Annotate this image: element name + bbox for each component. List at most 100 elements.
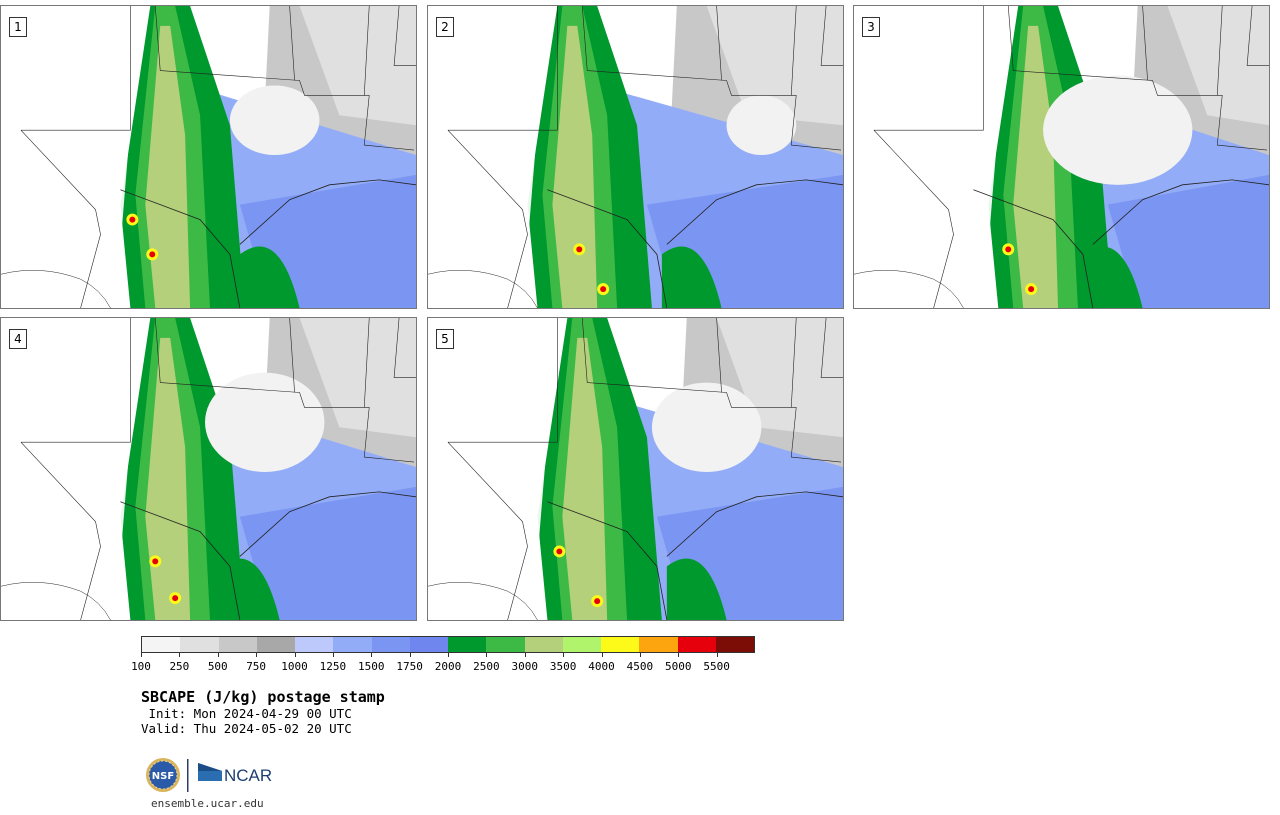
state-border	[716, 6, 843, 96]
colorbar-tick	[601, 653, 603, 657]
extreme-cape-spot	[600, 286, 607, 293]
colorbar-tick	[448, 653, 449, 657]
nsf-logo: NSF	[146, 758, 180, 792]
stable-air-region	[229, 85, 320, 156]
extreme-cape-spot	[576, 246, 583, 253]
colorbar-segment	[333, 637, 372, 652]
colorbar-segment	[639, 637, 678, 652]
state-border	[428, 582, 538, 620]
sbcape-map-4	[1, 318, 416, 620]
low-cape-region	[1167, 6, 1269, 126]
coastline	[120, 501, 241, 620]
colorbar-tick	[371, 653, 373, 657]
dry-land-region	[1, 6, 141, 308]
colorbar-tick-label: 2000	[434, 660, 462, 673]
panel-number-2: 2	[436, 17, 454, 37]
sbcape-colorbar	[141, 636, 755, 653]
high-cape-axis	[1013, 25, 1059, 308]
colorbar-tick-label: 250	[169, 660, 190, 673]
colorbar-segment	[371, 637, 410, 652]
state-border	[1007, 6, 1268, 151]
state-border	[1, 582, 111, 620]
figure-title: SBCAPE (J/kg) postage stamp	[141, 688, 385, 706]
dry-land-region	[428, 6, 548, 308]
colorbar-tick	[141, 653, 142, 657]
colorbar-segment	[142, 637, 181, 652]
state-border	[873, 6, 984, 308]
sbcape-map-2	[428, 6, 843, 308]
colorbar-tick	[486, 653, 488, 657]
low-cape-region	[299, 6, 416, 126]
state-border	[289, 6, 416, 96]
coastline	[239, 491, 416, 557]
panel-number-5: 5	[436, 329, 454, 349]
high-cape-region	[239, 246, 300, 308]
high-cape-region	[666, 558, 727, 620]
colorbar-tick	[678, 653, 680, 657]
colorbar-tick	[256, 653, 258, 657]
postage-stamp-panel-1: 1	[0, 5, 417, 309]
extreme-cape-spot	[172, 595, 179, 602]
high-cape-region	[1082, 246, 1143, 308]
coastline	[973, 189, 1094, 308]
extreme-cape-spot	[152, 558, 159, 565]
dry-land-region	[854, 6, 1009, 308]
colorbar-tick-label: 500	[207, 660, 228, 673]
logos: NSF NCAR	[144, 757, 284, 795]
colorbar-tick-label: 4500	[626, 660, 654, 673]
colorbar-tick	[409, 653, 411, 657]
high-cape-axis	[145, 337, 191, 620]
sbcape-map-3	[854, 6, 1269, 308]
state-border	[581, 6, 842, 151]
coastline	[547, 501, 668, 620]
colorbar-tick-label: 4000	[588, 660, 615, 673]
coastline	[1092, 179, 1269, 245]
extreme-cape-spot	[1028, 286, 1035, 293]
colorbar-tick-label: 750	[246, 660, 267, 673]
colorbar-tick-label: 1750	[396, 660, 423, 673]
state-border	[1, 270, 111, 308]
state-border	[447, 6, 558, 308]
coastline	[666, 179, 843, 245]
state-border	[20, 318, 131, 620]
extreme-cape-spot	[1005, 246, 1012, 253]
colorbar-tick-label: 5000	[665, 660, 692, 673]
colorbar-segment	[256, 637, 295, 652]
site-url: ensemble.ucar.edu	[151, 797, 264, 810]
colorbar-segment	[601, 637, 640, 652]
state-border	[854, 270, 964, 308]
moderate-cape-region	[239, 486, 416, 620]
colorbar-tick-label: 2500	[473, 660, 500, 673]
coastline	[666, 491, 843, 557]
colorbar-tick-label: 3500	[549, 660, 577, 673]
moderate-cape-region	[1107, 174, 1269, 308]
state-border	[154, 318, 415, 463]
colorbar-tick	[716, 653, 718, 657]
high-cape-axis	[145, 25, 191, 308]
colorbar-tick-label: 1500	[358, 660, 385, 673]
extreme-cape-spot	[556, 548, 563, 555]
colorbar-segment	[486, 637, 525, 652]
panel-number-1: 1	[9, 17, 27, 37]
colorbar-tick	[179, 653, 181, 657]
colorbar-tick	[639, 653, 641, 657]
colorbar-segment	[524, 637, 563, 652]
postage-stamp-panel-2: 2	[427, 5, 844, 309]
high-cape-axis	[552, 25, 598, 308]
colorbar-ticks: 100 250 500 750 1000 1250 1500 1750 2000 2500 3000…	[131, 653, 755, 675]
colorbar-segment	[715, 637, 754, 652]
colorbar-segment	[180, 637, 219, 652]
init-time: Init: Mon 2024-04-29 00 UTC	[141, 706, 352, 721]
extreme-cape-spot	[129, 216, 136, 223]
colorbar-segment	[295, 637, 334, 652]
colorbar-tick-label: 1250	[319, 660, 347, 673]
coastline	[547, 189, 668, 308]
coastline	[239, 179, 416, 245]
sbcape-map-5	[428, 318, 843, 620]
sbcape-map-1	[1, 6, 416, 308]
state-border	[716, 318, 843, 408]
low-cape-region	[716, 318, 843, 438]
colorbar-segment	[409, 637, 448, 652]
state-border	[289, 318, 416, 408]
colorbar-tick	[294, 653, 296, 657]
